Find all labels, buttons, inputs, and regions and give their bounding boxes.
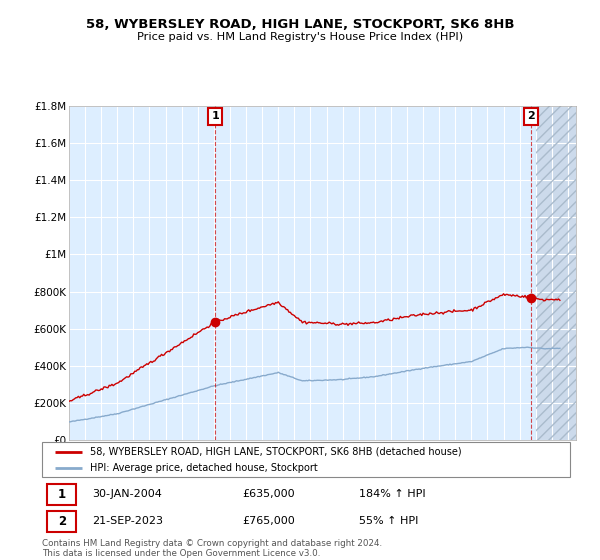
Text: £765,000: £765,000 xyxy=(242,516,295,526)
Text: 55% ↑ HPI: 55% ↑ HPI xyxy=(359,516,418,526)
Text: 1: 1 xyxy=(211,111,219,122)
Text: 2: 2 xyxy=(58,515,66,528)
FancyBboxPatch shape xyxy=(47,511,76,531)
FancyBboxPatch shape xyxy=(42,442,570,477)
FancyBboxPatch shape xyxy=(47,484,76,505)
Text: 58, WYBERSLEY ROAD, HIGH LANE, STOCKPORT, SK6 8HB (detached house): 58, WYBERSLEY ROAD, HIGH LANE, STOCKPORT… xyxy=(89,447,461,457)
Text: Price paid vs. HM Land Registry's House Price Index (HPI): Price paid vs. HM Land Registry's House … xyxy=(137,32,463,43)
Text: £635,000: £635,000 xyxy=(242,489,295,500)
Text: 30-JAN-2004: 30-JAN-2004 xyxy=(92,489,162,500)
Text: Contains HM Land Registry data © Crown copyright and database right 2024.
This d: Contains HM Land Registry data © Crown c… xyxy=(42,539,382,558)
Text: 58, WYBERSLEY ROAD, HIGH LANE, STOCKPORT, SK6 8HB: 58, WYBERSLEY ROAD, HIGH LANE, STOCKPORT… xyxy=(86,18,514,31)
Text: 2: 2 xyxy=(527,111,535,122)
Bar xyxy=(536,106,576,440)
Text: 21-SEP-2023: 21-SEP-2023 xyxy=(92,516,163,526)
Bar xyxy=(536,106,576,440)
Text: HPI: Average price, detached house, Stockport: HPI: Average price, detached house, Stoc… xyxy=(89,463,317,473)
Text: 184% ↑ HPI: 184% ↑ HPI xyxy=(359,489,425,500)
Text: 1: 1 xyxy=(58,488,66,501)
